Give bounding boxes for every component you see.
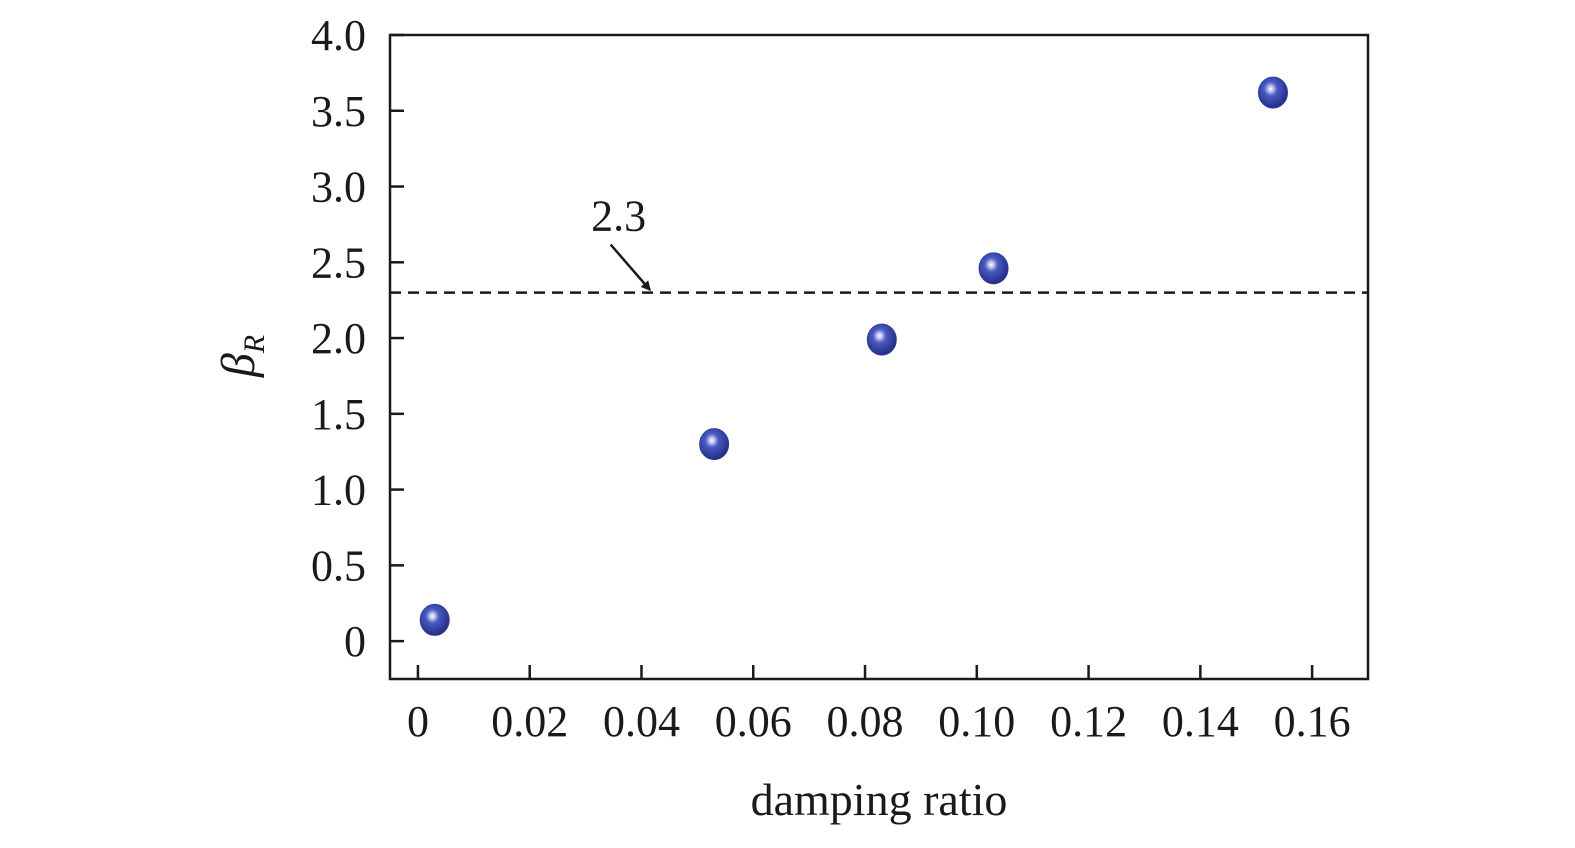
y-tick-label: 4.0	[311, 11, 366, 60]
data-point	[419, 603, 450, 636]
x-axis-ticks: 0 0.02 0.04 0.06 0.08 0.10 0.12 0.14 0.16	[407, 665, 1351, 746]
annotation-arrow	[609, 243, 651, 292]
y-tick-label: 3.0	[311, 163, 366, 212]
y-tick-label: 0	[344, 617, 366, 666]
plot-frame	[388, 33, 1370, 681]
data-point	[978, 252, 1009, 285]
y-tick-label: 1.0	[311, 466, 366, 515]
x-tick-label: 0	[407, 697, 429, 746]
data-points	[419, 76, 1288, 636]
y-axis-title-subscript: R	[238, 335, 271, 354]
y-tick-label: 0.5	[311, 541, 366, 590]
x-tick-label: 0.02	[491, 697, 568, 746]
x-tick-label: 0.10	[938, 697, 1015, 746]
annotation-label: 2.3	[591, 192, 646, 241]
x-tick-label: 0.04	[603, 697, 680, 746]
y-tick-label: 1.5	[311, 390, 366, 439]
x-axis-title: damping ratio	[751, 774, 1008, 825]
data-point	[866, 323, 897, 356]
y-axis-title: βR	[212, 335, 271, 378]
y-tick-label: 2.5	[311, 238, 366, 287]
y-tick-label: 3.5	[311, 87, 366, 136]
data-point	[699, 428, 730, 461]
y-axis-title-symbol: β	[212, 353, 265, 378]
y-tick-label: 2.0	[311, 314, 366, 363]
x-tick-label: 0.12	[1050, 697, 1127, 746]
x-tick-label: 0.08	[827, 697, 904, 746]
y-axis-ticks: 0 0.5 1.0 1.5 2.0 2.5 3.0 3.5 4.0	[311, 11, 404, 666]
data-point	[1257, 76, 1288, 109]
x-tick-label: 0.16	[1274, 697, 1351, 746]
reference-line-group: 2.3	[390, 192, 1368, 294]
x-tick-label: 0.14	[1162, 697, 1239, 746]
x-tick-label: 0.06	[715, 697, 792, 746]
